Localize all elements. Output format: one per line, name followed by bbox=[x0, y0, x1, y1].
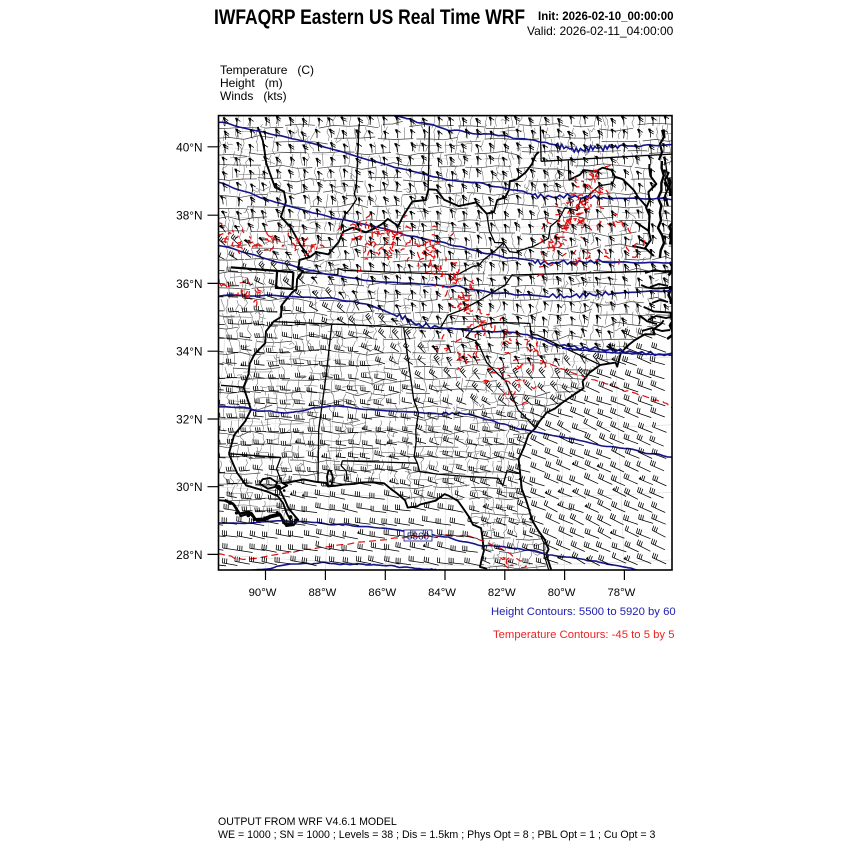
svg-text:40°N: 40°N bbox=[176, 140, 202, 154]
svg-text:90°W: 90°W bbox=[249, 587, 277, 599]
svg-text:38°N: 38°N bbox=[176, 209, 202, 223]
svg-text:78°W: 78°W bbox=[608, 587, 636, 599]
svg-text:80°W: 80°W bbox=[548, 587, 576, 599]
svg-text:88°W: 88°W bbox=[309, 587, 337, 599]
svg-text:34°N: 34°N bbox=[176, 345, 202, 359]
svg-text:28°N: 28°N bbox=[176, 548, 202, 562]
svg-text:30°N: 30°N bbox=[176, 480, 202, 494]
svg-text:36°N: 36°N bbox=[176, 277, 202, 291]
svg-text:82°W: 82°W bbox=[488, 587, 516, 599]
svg-text:86°W: 86°W bbox=[368, 587, 396, 599]
svg-text:84°W: 84°W bbox=[428, 587, 456, 599]
svg-text:32°N: 32°N bbox=[176, 413, 202, 427]
